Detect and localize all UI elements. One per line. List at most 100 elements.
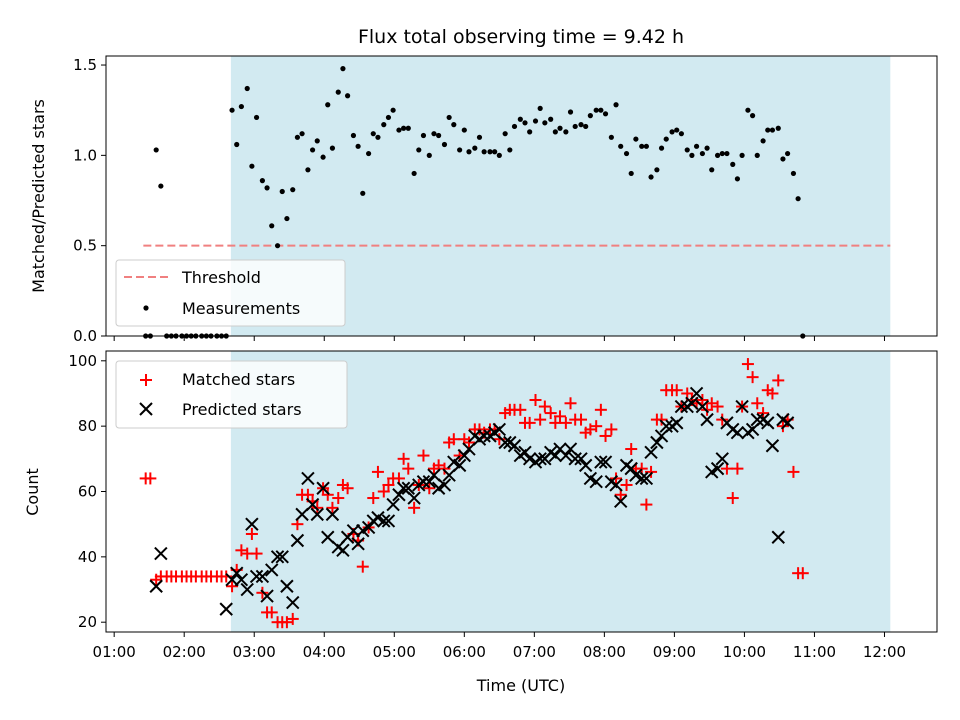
predicted-star-point [280, 579, 294, 593]
ratio-y-ticks: 0.0 0.5 1.0 1.5 [73, 56, 106, 345]
matched-star-point [382, 478, 395, 491]
legend-predicted-label: Predicted stars [182, 400, 302, 419]
measurement-point [259, 178, 265, 184]
predicted-star-point [442, 468, 456, 482]
matched-star-point [559, 416, 572, 429]
predicted-star-point [154, 546, 168, 561]
measurement-point [511, 123, 518, 130]
measurement-point [693, 143, 700, 149]
y-tick-label: 0.5 [73, 237, 97, 255]
measurement-point [405, 125, 411, 131]
measurement-point [476, 134, 483, 140]
matched-star-point [787, 465, 800, 478]
measurement-point [431, 131, 437, 137]
measurement-point [639, 143, 645, 149]
predicted-star-point [659, 419, 673, 433]
measurement-point [669, 129, 675, 135]
measurement-point [745, 107, 751, 113]
matched-star-point [341, 482, 354, 495]
ratio-legend: Threshold Measurements [115, 259, 346, 327]
predicted-star-point [685, 396, 699, 410]
matched-star-point [321, 488, 334, 501]
measurement-point [446, 114, 452, 121]
matched-star-point [356, 560, 369, 573]
predicted-star-point [624, 461, 638, 476]
predicted-star-point [270, 550, 285, 564]
matched-star-point [620, 478, 633, 491]
matched-star-point [544, 407, 557, 420]
predicted-star-point [290, 533, 305, 548]
matched-star-point [423, 482, 436, 495]
ratio-legend-box [115, 259, 346, 327]
y-tick-label: 1.0 [73, 146, 97, 164]
measurement-point [416, 147, 422, 153]
predicted-star-point [477, 429, 491, 443]
y-tick-label: 1.5 [73, 56, 97, 74]
matched-star-point [523, 416, 536, 429]
matched-star-point [599, 429, 612, 442]
predicted-star-point [249, 569, 264, 584]
predicted-star-point [507, 439, 522, 453]
measurement-point [532, 118, 539, 124]
measurement-point [643, 143, 649, 149]
y-tick-label: 100 [68, 352, 97, 370]
predicted-star-point [230, 566, 244, 580]
measurement-point [294, 134, 301, 140]
legend-matched-swatch [140, 374, 152, 386]
measurement-point [613, 102, 619, 108]
count-legend: Matched stars Predicted stars [115, 360, 348, 429]
predicted-star-point [563, 442, 578, 456]
matched-star-point [377, 485, 390, 498]
x-tick-label: 11:00 [793, 643, 836, 661]
measurement-point [472, 145, 478, 151]
predicted-star-point [635, 471, 649, 486]
predicted-star-point [650, 435, 664, 450]
predicted-star-point [325, 507, 340, 522]
ratio-y-label: Matched/Predicted stars [29, 99, 48, 293]
legend-measurements-label: Measurements [182, 299, 300, 318]
measurement-point [684, 147, 690, 153]
predicted-star-point [670, 416, 684, 430]
measurement-point [492, 149, 498, 155]
measurement-point [587, 113, 593, 119]
matched-star-point [726, 492, 739, 505]
predicted-star-point [613, 494, 628, 509]
measurement-point [153, 147, 159, 153]
ratio-x-ticks [113, 336, 885, 341]
measurement-point [370, 131, 376, 137]
measurement-point [663, 136, 669, 142]
measurement-point [548, 116, 554, 122]
predicted-star-point [730, 425, 745, 440]
legend-matched-label: Matched stars [182, 370, 295, 389]
predicted-star-point [336, 543, 350, 558]
measurement-point [381, 122, 387, 128]
predicted-star-point [265, 563, 279, 577]
measurement-point [274, 243, 281, 249]
measurement-point [426, 152, 432, 158]
predicted-star-point [416, 474, 431, 489]
measurement-point [396, 127, 402, 133]
predicted-star-point [644, 445, 658, 459]
measurement-point [390, 107, 396, 113]
measurement-point [608, 134, 614, 140]
predicted-star-point [392, 488, 406, 502]
measurement-point [780, 156, 786, 162]
matched-star-point [144, 472, 157, 485]
predicted-star-point [240, 582, 254, 597]
measurement-point [795, 196, 801, 202]
matched-star-point [575, 413, 588, 426]
ratio-axes-frame [105, 55, 938, 337]
measurement-point [749, 113, 756, 119]
measurement-point [314, 138, 320, 144]
measurement-point [290, 187, 296, 193]
measurement-point [461, 127, 467, 133]
matched-star-point [326, 501, 339, 514]
predicted-star-point [427, 468, 441, 482]
matched-star-point [746, 371, 759, 384]
measurement-point [572, 123, 578, 130]
legend-predicted-swatch [139, 402, 153, 416]
measurement-point [340, 66, 346, 72]
measurement-point [734, 176, 741, 182]
measurement-point [557, 125, 563, 131]
measurement-point [269, 223, 275, 229]
